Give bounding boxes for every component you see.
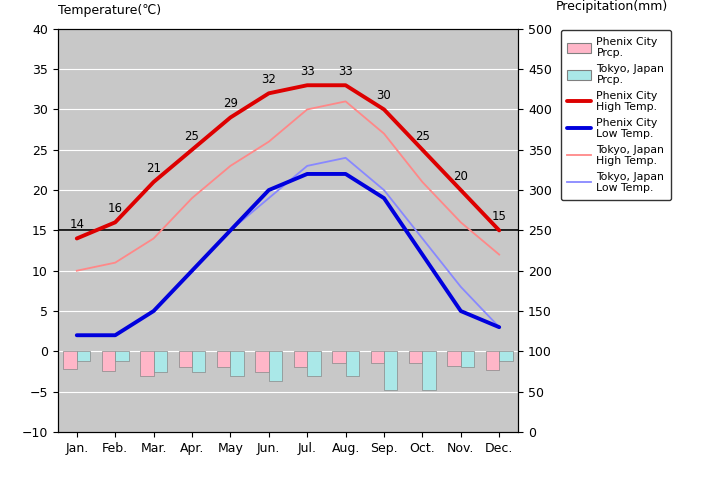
Text: 30: 30 <box>377 89 392 102</box>
Text: 20: 20 <box>454 170 468 183</box>
Bar <box>307 351 320 376</box>
Bar <box>409 351 423 363</box>
Text: 33: 33 <box>300 65 315 78</box>
Bar <box>371 351 384 363</box>
Bar <box>230 351 244 375</box>
Text: 21: 21 <box>146 162 161 175</box>
Text: 14: 14 <box>69 218 84 231</box>
Bar <box>140 351 153 375</box>
Text: 33: 33 <box>338 65 353 78</box>
Text: 25: 25 <box>184 130 199 143</box>
Bar <box>461 351 474 367</box>
Bar <box>423 351 436 390</box>
Bar <box>294 351 307 368</box>
Bar <box>269 351 282 381</box>
Bar <box>346 351 359 376</box>
Bar <box>179 351 192 368</box>
Bar <box>77 351 90 361</box>
Bar <box>256 351 269 372</box>
Text: 32: 32 <box>261 73 276 86</box>
Text: 25: 25 <box>415 130 430 143</box>
Bar <box>192 351 205 372</box>
Text: Temperature(℃): Temperature(℃) <box>58 4 161 17</box>
Bar <box>447 351 461 366</box>
Text: Precipitation(mm): Precipitation(mm) <box>555 0 667 12</box>
Bar <box>217 351 230 367</box>
Bar <box>153 351 167 372</box>
Text: 16: 16 <box>108 202 122 215</box>
Bar <box>384 351 397 390</box>
Legend: Phenix City
Prcp., Tokyo, Japan
Prcp., Phenix City
High Temp., Phenix City
Low T: Phenix City Prcp., Tokyo, Japan Prcp., P… <box>561 30 671 200</box>
Bar <box>115 351 129 361</box>
Text: 29: 29 <box>223 97 238 110</box>
Bar <box>332 351 346 363</box>
Text: 15: 15 <box>492 210 507 223</box>
Bar <box>63 351 77 369</box>
Bar <box>486 351 499 370</box>
Bar <box>499 351 513 361</box>
Bar <box>102 351 115 371</box>
